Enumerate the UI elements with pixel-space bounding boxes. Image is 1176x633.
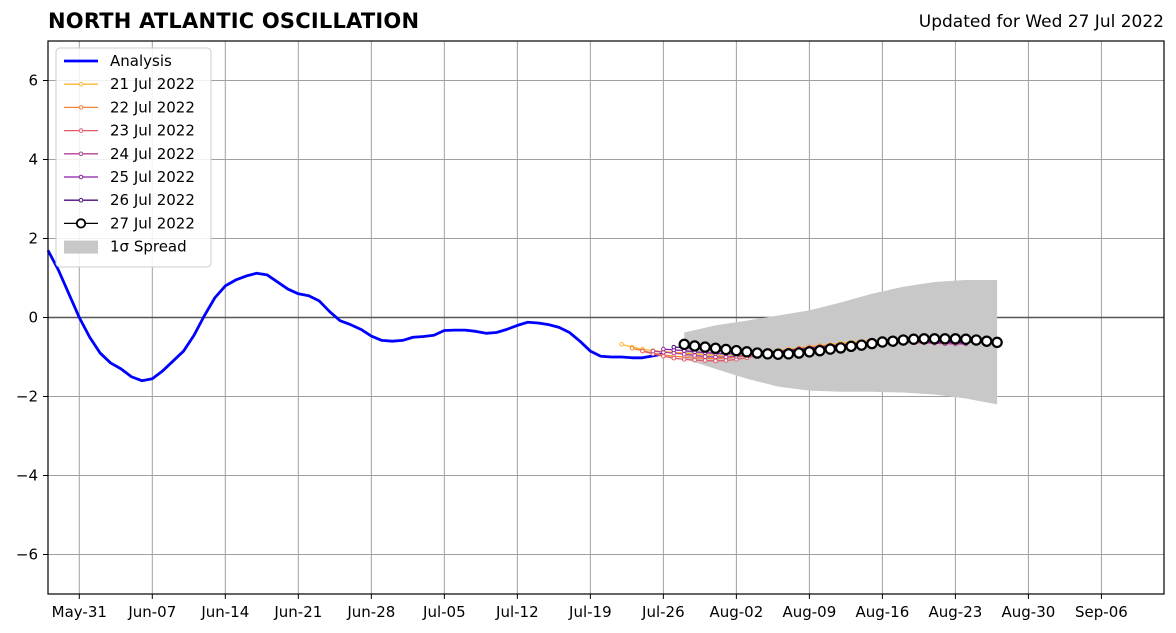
chart-title: NORTH ATLANTIC OSCILLATION [48, 9, 420, 33]
forecast-27-jul-point [949, 333, 962, 345]
forecast-27-jul-point [741, 346, 753, 358]
x-tick-label: Jun-21 [273, 603, 322, 621]
forecast-point [681, 357, 687, 362]
forecast-27-jul-point [887, 335, 899, 347]
legend-swatch-spread [64, 240, 98, 254]
forecast-27-jul-point [866, 337, 878, 350]
forecast-point [702, 354, 708, 359]
forecast-27-jul-point [855, 339, 868, 351]
forecast-27-jul-point [939, 333, 951, 345]
x-tick-label: Aug-09 [782, 603, 836, 621]
y-tick-label: 6 [28, 72, 38, 90]
analysis-line [46, 249, 664, 383]
forecast-27-jul-point [793, 347, 805, 359]
forecast-point [671, 355, 677, 361]
y-tick-label: 2 [28, 230, 38, 248]
forecast-27-jul-point [824, 343, 836, 355]
axes-layer: May-31 Jun-07 Jun-14 Jun-21 Jun-28 Jul-05 Jul-… [16, 40, 1165, 621]
legend-marker [78, 128, 84, 133]
forecast-27-jul-point [970, 334, 982, 346]
forecast-27-jul-point [699, 341, 711, 353]
legend-marker [78, 174, 84, 180]
x-tick-label: Aug-30 [1002, 603, 1056, 621]
forecast-27-jul-point [803, 346, 816, 358]
legend-label: 23 Jul 2022 [110, 122, 195, 140]
x-tick-label: Aug-02 [709, 603, 763, 621]
legend-box [55, 47, 212, 268]
legend-label: 26 Jul 2022 [110, 191, 195, 209]
forecast-27-jul-point [720, 343, 732, 356]
forecast-27-jul-point [918, 333, 930, 345]
x-tick-label: Aug-23 [929, 603, 983, 621]
legend-label: 25 Jul 2022 [110, 168, 195, 186]
forecast-point [661, 346, 666, 352]
legend-marker [78, 105, 84, 110]
legend-marker [78, 197, 84, 203]
chart-subtitle: Updated for Wed 27 Jul 2022 [918, 12, 1164, 32]
forecast-27-jul-point [814, 344, 826, 357]
x-tick-label: Jun-07 [127, 603, 176, 621]
forecast-27-jul-point [991, 336, 1003, 349]
legend-marker [78, 81, 84, 87]
plot-frame [47, 40, 1165, 595]
x-tick-label: Aug-16 [855, 603, 909, 621]
x-tick-label: Jun-28 [346, 603, 395, 621]
legend: Analysis 21 Jul 2022 22 Jul 2022 23 Jul 202… [55, 47, 212, 268]
forecast-point [619, 342, 624, 347]
x-tick-label: Jun-14 [200, 603, 249, 621]
y-tick-label: −6 [16, 546, 38, 564]
forecast-27-jul-point [782, 348, 795, 360]
forecast-27-jul-point [960, 333, 972, 345]
forecast-27-jul-point [845, 340, 857, 353]
forecast-27-jul-point [897, 334, 909, 346]
legend-label: 27 Jul 2022 [110, 214, 195, 232]
forecast-point [650, 348, 656, 354]
legend-label: 22 Jul 2022 [110, 98, 195, 116]
x-tick-label: Jul-19 [568, 603, 612, 621]
forecast-27-jul-point [709, 342, 722, 355]
x-tick-label: Jul-12 [495, 603, 539, 621]
legend-label: 1σ Spread [110, 238, 187, 256]
y-tick-label: −2 [16, 388, 38, 406]
forecast-27-jul-point [761, 348, 774, 360]
forecast-27-jul-point [688, 340, 701, 352]
legend-label: 21 Jul 2022 [110, 75, 195, 93]
x-tick-label: Jul-05 [422, 603, 466, 621]
x-tick-label: Jul-26 [641, 603, 685, 621]
forecast-point [692, 357, 697, 363]
forecast-point [629, 346, 635, 351]
forecast-27-jul-point [678, 338, 690, 351]
legend-marker [75, 218, 87, 229]
forecast-point [713, 358, 718, 364]
x-tick-label: Sep-06 [1075, 603, 1128, 621]
forecast-27-jul-point [876, 336, 889, 348]
y-tick-label: 4 [28, 151, 38, 169]
legend-marker [78, 151, 84, 157]
series-layer [46, 249, 1003, 383]
forecast-point [661, 353, 666, 359]
legend-label: 24 Jul 2022 [110, 145, 195, 163]
y-tick-label: −4 [16, 467, 38, 485]
forecast-27-jul-point [928, 333, 941, 345]
legend-label: Analysis [110, 52, 172, 70]
forecast-point [640, 348, 645, 354]
y-tick-label: 0 [28, 309, 38, 327]
forecast-point [671, 344, 677, 350]
forecast-27-jul-point [730, 344, 743, 357]
forecast-27-jul-point [980, 335, 993, 347]
forecast-point [702, 358, 708, 363]
forecast-27-jul-point [772, 348, 784, 360]
x-tick-label: May-31 [52, 603, 107, 621]
forecast-27-jul-point [834, 342, 847, 354]
forecast-27-jul-point [751, 347, 763, 359]
forecast-27-jul-point [907, 333, 920, 345]
